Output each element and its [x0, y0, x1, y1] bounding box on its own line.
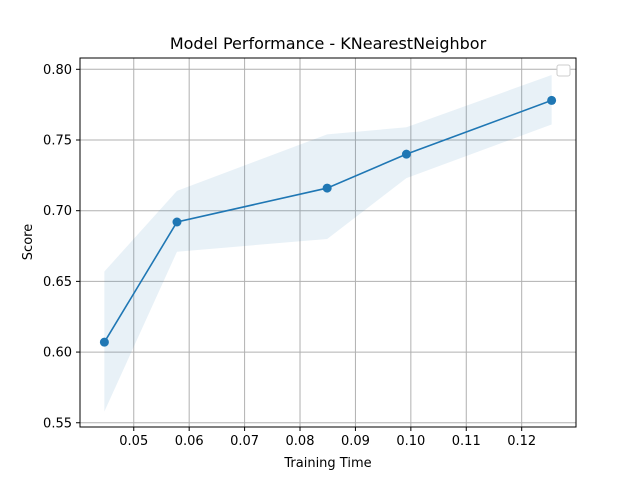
y-tick-label: 0.70 [43, 204, 72, 219]
grid [80, 58, 576, 427]
data-point [401, 149, 411, 159]
data-point [547, 95, 557, 105]
x-tick-label: 0.12 [507, 434, 536, 449]
series-point-layer [99, 95, 557, 347]
y-tick-label: 0.55 [43, 416, 72, 431]
data-point [172, 217, 182, 227]
x-tick-label: 0.07 [230, 434, 259, 449]
x-tick-label: 0.05 [119, 434, 148, 449]
y-axis: 0.55 0.60 0.65 0.70 0.75 0.80 [43, 63, 80, 431]
x-tick-label: 0.09 [341, 434, 370, 449]
y-tick-label: 0.75 [43, 134, 72, 149]
x-tick-label: 0.10 [396, 434, 425, 449]
confidence-band [104, 74, 552, 412]
y-tick-label: 0.60 [43, 346, 72, 361]
x-axis: 0.05 0.06 0.07 0.08 0.09 0.10 0.11 0.12 [119, 427, 536, 449]
confidence-band-layer [104, 74, 552, 412]
chart-title: Model Performance - KNearestNeighbor [170, 34, 487, 53]
x-tick-label: 0.08 [286, 434, 315, 449]
data-point [99, 337, 109, 347]
legend-box [556, 64, 571, 77]
y-axis-label: Score [21, 224, 36, 260]
data-point [322, 183, 332, 193]
plot-frame [79, 57, 577, 428]
x-tick-label: 0.11 [452, 434, 481, 449]
y-tick-label: 0.80 [43, 63, 72, 78]
y-tick-label: 0.65 [43, 275, 72, 290]
x-tick-label: 0.06 [175, 434, 204, 449]
x-axis-label: Training Time [283, 456, 371, 471]
